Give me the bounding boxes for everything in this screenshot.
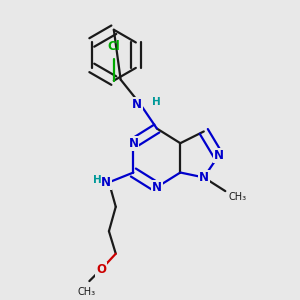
Text: CH₃: CH₃ <box>228 192 246 202</box>
Text: O: O <box>96 263 106 276</box>
Text: N: N <box>132 98 142 111</box>
Text: Cl: Cl <box>107 40 120 53</box>
Text: N: N <box>152 181 162 194</box>
Text: N: N <box>199 171 209 184</box>
Text: N: N <box>101 176 111 189</box>
Text: N: N <box>128 137 138 150</box>
Text: CH₃: CH₃ <box>77 287 95 297</box>
Text: N: N <box>214 149 224 162</box>
Text: H: H <box>93 176 102 185</box>
Text: H: H <box>152 97 161 107</box>
